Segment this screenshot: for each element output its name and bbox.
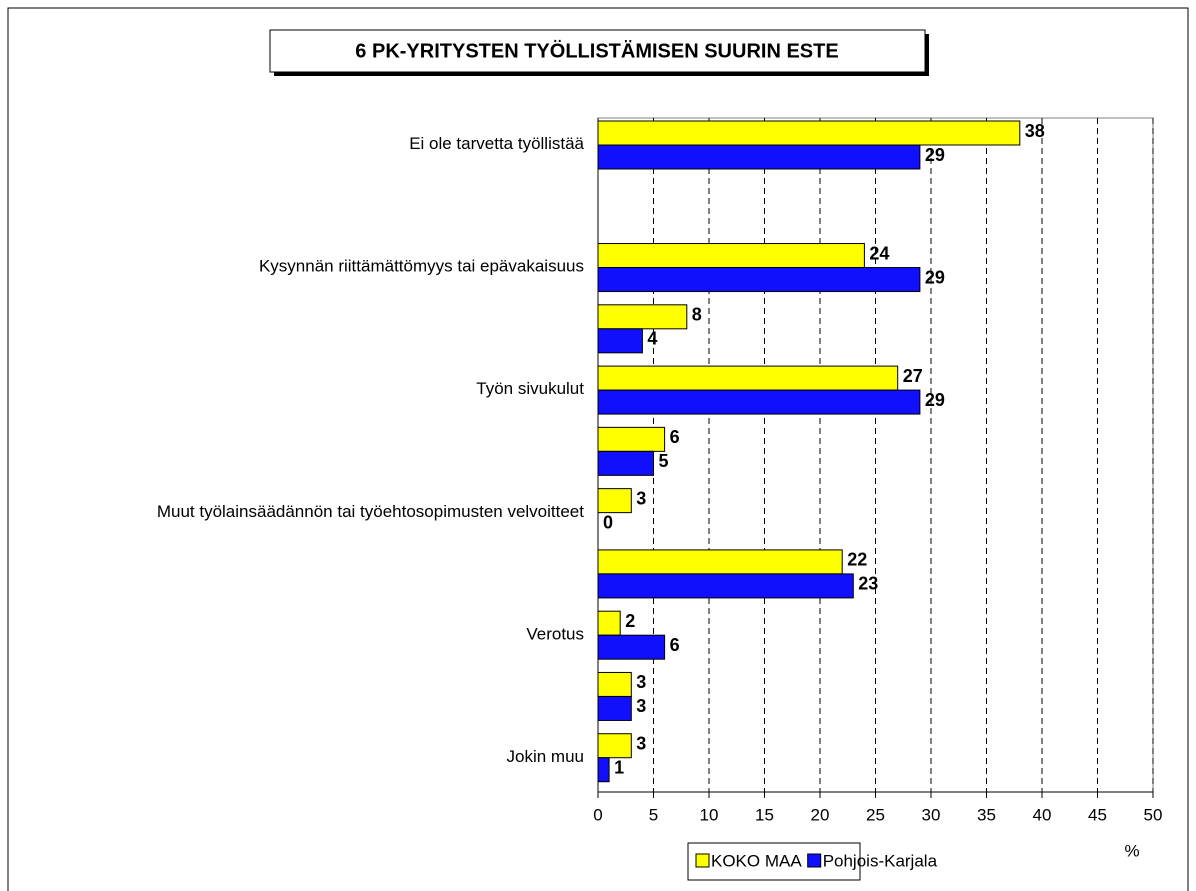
x-tick-label: 5 xyxy=(649,805,658,824)
bar xyxy=(597,573,854,599)
bar xyxy=(597,488,632,514)
bar xyxy=(597,671,632,697)
value-label: 29 xyxy=(925,267,945,287)
bar xyxy=(597,634,666,660)
legend-label: KOKO MAA xyxy=(711,851,802,870)
legend-swatch xyxy=(807,853,822,868)
value-label: 3 xyxy=(636,488,646,508)
value-label: 2 xyxy=(625,611,635,631)
y-tick-label: Kysynnän riittämättömyys tai epävakaisuu… xyxy=(259,257,584,276)
bar xyxy=(597,304,688,330)
bar xyxy=(597,365,899,391)
value-label: 4 xyxy=(647,329,657,349)
x-tick-label: 15 xyxy=(755,805,774,824)
value-label: 23 xyxy=(858,574,878,594)
legend xyxy=(687,842,861,881)
bar xyxy=(597,120,1021,146)
bar xyxy=(597,426,666,452)
bar xyxy=(597,610,621,636)
y-tick-label: Ei ole tarvetta työllistää xyxy=(409,134,584,153)
bar xyxy=(597,549,843,575)
x-tick-label: 35 xyxy=(977,805,996,824)
title-box xyxy=(269,29,926,73)
bar xyxy=(597,328,643,354)
value-label: 6 xyxy=(670,427,680,447)
value-label: 3 xyxy=(636,672,646,692)
legend-swatch xyxy=(695,853,710,868)
x-tick-label: 25 xyxy=(866,805,885,824)
value-label: 38 xyxy=(1025,121,1045,141)
y-tick-label: Verotus xyxy=(526,624,584,643)
chart-title: 6 PK-YRITYSTEN TYÖLLISTÄMISEN SUURIN EST… xyxy=(355,39,838,62)
value-label: 3 xyxy=(636,696,646,716)
value-label: 0 xyxy=(603,512,613,532)
x-tick-label: 20 xyxy=(811,805,830,824)
y-tick-label: Työn sivukulut xyxy=(476,379,584,398)
value-label: 1 xyxy=(614,757,624,777)
x-tick-label: 30 xyxy=(922,805,941,824)
bar xyxy=(597,243,865,269)
x-tick-label: 40 xyxy=(1033,805,1052,824)
bar xyxy=(597,695,632,721)
value-label: 8 xyxy=(692,305,702,325)
bar xyxy=(597,757,610,783)
value-label: 29 xyxy=(925,145,945,165)
bar xyxy=(597,267,921,293)
x-axis-label: % xyxy=(1124,841,1139,860)
value-label: 22 xyxy=(847,550,867,570)
y-tick-label: Jokin muu xyxy=(507,747,584,766)
bar xyxy=(597,450,654,476)
bar xyxy=(597,389,921,415)
value-label: 6 xyxy=(670,635,680,655)
x-tick-label: 50 xyxy=(1144,805,1163,824)
value-label: 27 xyxy=(903,366,923,386)
frame xyxy=(7,7,1189,891)
bar xyxy=(597,144,921,170)
value-label: 3 xyxy=(636,733,646,753)
value-label: 24 xyxy=(869,243,889,263)
x-tick-label: 45 xyxy=(1088,805,1107,824)
legend-label: Pohjois-Karjala xyxy=(823,851,938,870)
x-tick-label: 0 xyxy=(593,805,602,824)
x-tick-label: 10 xyxy=(700,805,719,824)
value-label: 29 xyxy=(925,390,945,410)
value-label: 5 xyxy=(659,451,669,471)
y-tick-label: Muut työlainsäädännön tai työehtosopimus… xyxy=(157,502,584,521)
bar xyxy=(597,733,632,759)
